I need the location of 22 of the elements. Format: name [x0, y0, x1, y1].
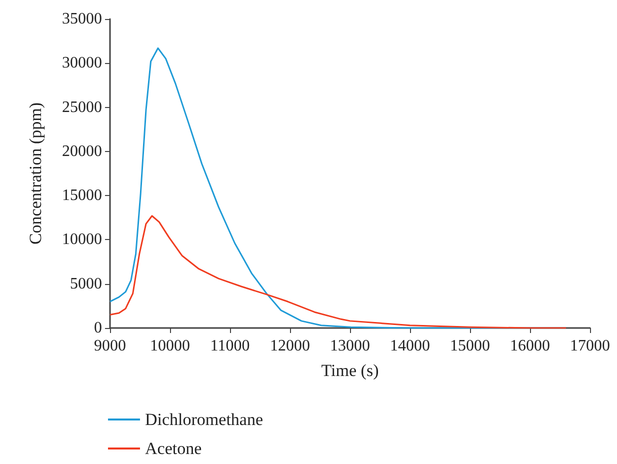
y-tick-label: 25000 [62, 98, 102, 116]
legend-label: Dichloromethane [145, 410, 264, 429]
y-tick-label: 35000 [62, 10, 102, 28]
x-tick-label: 15000 [450, 338, 490, 354]
y-axis-title: Concentration (ppm) [26, 102, 45, 245]
y-tick-label: 30000 [62, 54, 102, 72]
x-tick-label: 9000 [94, 338, 126, 354]
x-tick-label: 10000 [150, 338, 190, 354]
y-tick-label: 20000 [62, 142, 102, 160]
x-tick-label: 13000 [330, 338, 370, 354]
y-tick-label: 5000 [70, 275, 102, 292]
y-tick-label: 15000 [62, 187, 102, 204]
legend-label: Acetone [145, 439, 202, 458]
x-tick-label: 12000 [270, 338, 310, 354]
x-tick-label: 16000 [510, 338, 550, 354]
x-tick-label: 11000 [210, 338, 250, 354]
line-series [109, 215, 567, 329]
x-axis-title: Time (s) [321, 361, 379, 380]
y-tick-label: 0 [94, 320, 102, 336]
x-tick-label: 14000 [390, 338, 430, 354]
y-tick-label: 10000 [62, 231, 102, 248]
x-tick-label: 17000 [570, 338, 610, 354]
